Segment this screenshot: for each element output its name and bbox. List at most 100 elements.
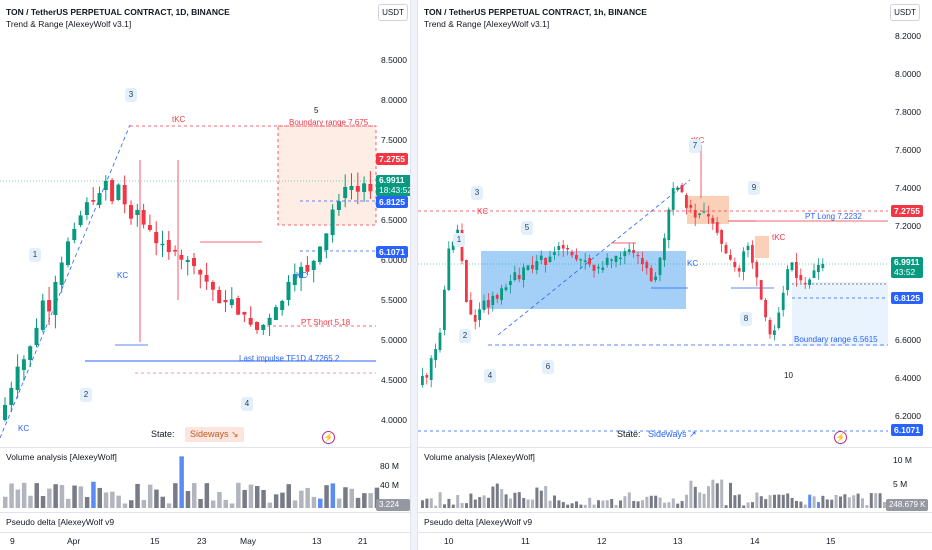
volume-indicator-label[interactable]: Volume analysis [AlexeyWolf] <box>6 452 117 462</box>
time-tick: 23 <box>197 536 207 546</box>
candle-body <box>336 201 341 210</box>
volume-indicator-label[interactable]: Volume analysis [AlexeyWolf] <box>424 452 535 462</box>
volume-bar <box>592 504 596 508</box>
alert-bolt-icon[interactable]: ⚡ <box>834 431 847 444</box>
delta-indicator-label[interactable]: Pseudo delta [AlexeyWolf v9 <box>6 517 115 527</box>
candle-body <box>729 255 732 260</box>
price-axis-tick: 8.0000 <box>895 69 921 79</box>
volume-bar <box>129 500 134 508</box>
candle-body <box>786 269 789 290</box>
volume-bar <box>680 501 684 508</box>
kc-label: KC <box>18 424 30 433</box>
candle-countdown: 43:52 <box>894 267 916 277</box>
volume-bar <box>261 489 266 508</box>
candle-body <box>535 261 539 270</box>
wave-marker-8: 8 <box>740 312 752 326</box>
pane-divider[interactable] <box>410 0 418 550</box>
volume-bar <box>847 497 851 508</box>
volume-bar <box>84 497 90 508</box>
candle-body <box>447 248 451 290</box>
indicator-title[interactable]: Trend & Range [AlexeyWolf v3.1] <box>6 19 132 29</box>
candle-body <box>588 258 591 265</box>
volume-bar <box>799 501 803 508</box>
candle-body <box>553 252 556 255</box>
candle-body <box>592 265 596 271</box>
volume-bar <box>311 496 317 508</box>
chart-pane-daily[interactable]: TON / TetherUS PERPETUAL CONTRACT, 1D, B… <box>0 0 410 550</box>
volume-bar <box>217 492 222 508</box>
candle-body <box>236 298 241 315</box>
volume-bar <box>649 495 653 508</box>
candle-body <box>324 233 329 250</box>
volume-bar <box>645 496 649 508</box>
chart-pane-hourly[interactable]: TON / TetherUS PERPETUAL CONTRACT, 1h, B… <box>418 0 932 550</box>
currency-button[interactable]: USDT <box>378 4 408 21</box>
volume-bar <box>513 492 517 508</box>
pane-separator[interactable] <box>418 512 932 513</box>
low-level-tag: 6.1071 <box>376 246 408 258</box>
candle-body <box>469 300 473 315</box>
candle-body <box>671 188 675 210</box>
candle-body <box>135 209 140 215</box>
candle-body <box>154 232 159 244</box>
candle-body <box>355 186 360 192</box>
volume-axis-tick: 80 M <box>380 461 399 471</box>
volume-axis-tick: 5 M <box>893 479 908 489</box>
price-axis-tick: 6.4000 <box>895 373 921 383</box>
candle-body <box>531 265 534 269</box>
delta-indicator-label[interactable]: Pseudo delta [AlexeyWolf v9 <box>424 517 533 527</box>
price-axis-tick: 7.5000 <box>381 135 407 145</box>
volume-bar <box>715 483 719 508</box>
time-tick: 15 <box>826 536 836 546</box>
boundary-range-box <box>792 282 888 346</box>
candle-body <box>632 250 635 254</box>
candle-body <box>500 288 503 300</box>
volume-bar <box>318 498 323 508</box>
candle-body <box>619 257 622 259</box>
pane-separator[interactable] <box>418 447 932 448</box>
candle-body <box>737 268 741 272</box>
volume-bar <box>878 493 882 508</box>
volume-bar <box>305 487 310 508</box>
candle-body <box>627 249 631 252</box>
price-chart-hourly[interactable] <box>418 0 932 550</box>
pane-separator[interactable] <box>0 512 410 513</box>
volume-bar <box>460 503 464 508</box>
indicator-title[interactable]: Trend & Range [AlexeyWolf v3.1] <box>424 19 550 29</box>
volume-bar <box>374 487 380 508</box>
tkc-label: tKC <box>772 233 786 242</box>
price-axis-tick: 5.0000 <box>381 335 407 345</box>
volume-bar <box>280 492 285 508</box>
candle-body <box>808 279 811 285</box>
volume-bar <box>671 498 675 508</box>
volume-bar <box>504 494 508 508</box>
price-chart-daily[interactable] <box>0 0 410 550</box>
wave-marker-3: 3 <box>125 88 137 102</box>
volume-bar <box>3 496 8 508</box>
alert-bolt-icon[interactable]: ⚡ <box>322 431 335 444</box>
volume-bar <box>737 494 741 508</box>
pane-separator[interactable] <box>0 447 410 448</box>
candle-body <box>229 299 234 305</box>
candle-body <box>443 289 446 330</box>
candle-body <box>491 295 495 305</box>
candle-body <box>570 252 574 256</box>
candle-body <box>330 209 335 235</box>
current-price-tag: 6.9911 18:43:52 <box>376 175 410 196</box>
currency-button[interactable]: USDT <box>890 4 920 21</box>
volume-bar <box>724 505 728 508</box>
candle-body <box>667 209 671 240</box>
current-price-value: 6.9911 <box>894 257 920 267</box>
candle-body <box>623 251 627 256</box>
state-indicator: State: Sideways ↘ <box>151 427 244 442</box>
volume-bar <box>229 503 235 508</box>
volume-bar <box>676 503 680 508</box>
volume-bar <box>160 496 165 508</box>
mid-level-tag: 6.8125 <box>891 292 923 304</box>
price-axis-tick: 6.0000 <box>381 255 407 265</box>
price-axis-tick: 8.5000 <box>381 55 407 65</box>
trend-line <box>0 124 131 439</box>
candle-body <box>292 274 297 285</box>
volume-bar <box>869 493 873 508</box>
candle-body <box>425 375 429 378</box>
